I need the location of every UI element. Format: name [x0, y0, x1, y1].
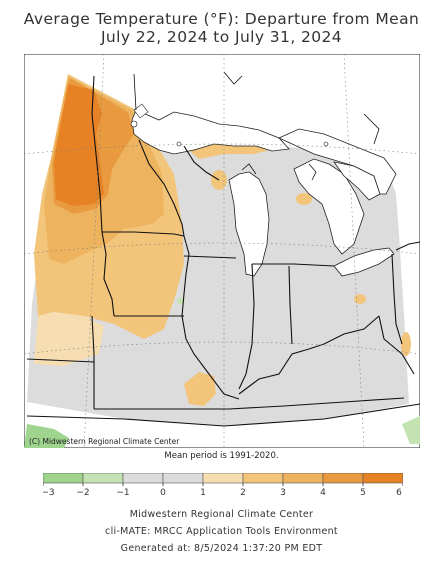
legend-tick-label: 3 [280, 488, 286, 498]
lake-michigan [228, 171, 270, 277]
warm-patch-mi-2 [296, 193, 312, 205]
legend-swatch [242, 473, 284, 484]
legend-swatch [122, 473, 164, 484]
lake-of-the-woods [133, 103, 149, 119]
coast-outlines [133, 71, 380, 181]
islands [130, 120, 329, 147]
warm-patch-oh [354, 294, 366, 304]
temperature-departure-map [24, 54, 420, 448]
cool-patch-southwest [24, 424, 69, 448]
copyright-text: (C) Midwestern Regional Climate Center [29, 437, 180, 446]
warm-zone-missouri [184, 372, 216, 406]
state-borders [26, 75, 420, 427]
mean-period-note: Mean period is 1991-2020. [164, 451, 279, 461]
legend-swatch [202, 473, 244, 484]
legend-tick-label: −3 [43, 488, 55, 498]
map-title: Average Temperature (°F): Departure from… [23, 10, 420, 28]
lake-superior [131, 109, 290, 155]
footer-timestamp: Generated at: 8/5/2024 1:37:20 PM EDT [120, 543, 323, 554]
legend-tick-label: 5 [360, 488, 366, 498]
legend-swatch [82, 473, 124, 484]
legend-swatch [322, 473, 364, 484]
legend-swatch [362, 473, 403, 484]
legend-swatch [162, 473, 204, 484]
lake-huron [293, 158, 365, 255]
ontario-north-area [278, 128, 397, 195]
legend-swatch [282, 473, 324, 484]
legend-tick-label: 6 [396, 488, 402, 498]
graticule [24, 54, 420, 448]
cool-patch-southeast [402, 416, 420, 444]
legend-tick-label: 4 [320, 488, 326, 498]
legend-tick-label: −1 [116, 488, 129, 498]
legend-tick-label: −2 [76, 488, 89, 498]
color-legend: −3 −2 −1 0 1 2 3 4 5 6 [43, 473, 403, 498]
footer-tool: cli-MATE: MRCC Application Tools Environ… [105, 526, 338, 537]
legend-tick-label: 0 [160, 488, 166, 498]
footer-center: Midwestern Regional Climate Center [129, 509, 314, 520]
warm-patch-wv [401, 332, 411, 356]
legend-swatch [43, 473, 84, 484]
legend-tick-label: 1 [200, 488, 206, 498]
map-subtitle: July 22, 2024 to July 31, 2024 [100, 28, 343, 46]
legend-tick-label: 2 [240, 488, 246, 498]
warm-zone-southwest [34, 312, 104, 366]
lake-erie [333, 247, 395, 277]
